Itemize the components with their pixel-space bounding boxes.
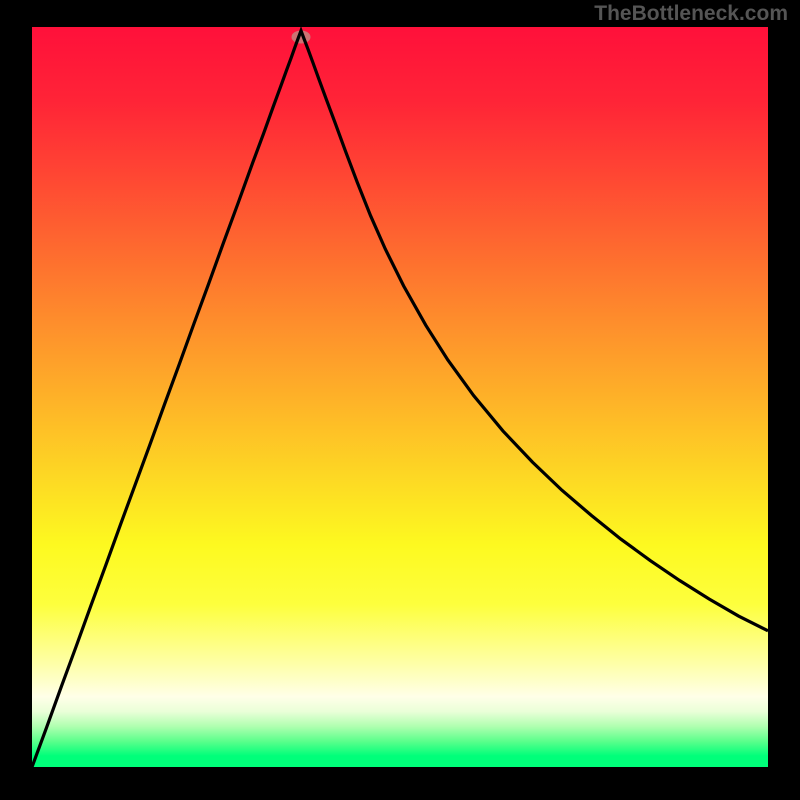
plot-area	[32, 27, 768, 767]
bottleneck-curve	[32, 31, 768, 767]
curve-layer	[32, 27, 768, 767]
watermark-text: TheBottleneck.com	[594, 2, 788, 26]
